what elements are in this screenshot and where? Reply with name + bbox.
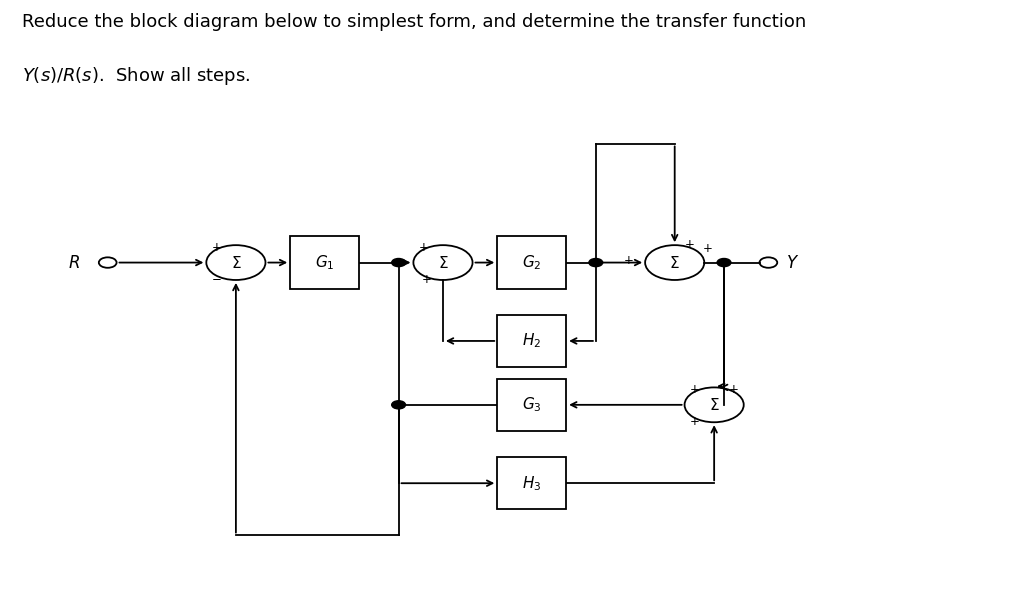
Text: $Y$: $Y$ xyxy=(786,253,799,272)
Circle shape xyxy=(717,259,731,267)
Text: $H_3$: $H_3$ xyxy=(522,474,541,492)
Text: +: + xyxy=(690,415,700,428)
Text: +: + xyxy=(728,383,738,396)
Text: $\Sigma$: $\Sigma$ xyxy=(437,254,448,270)
Text: $\Sigma$: $\Sigma$ xyxy=(709,397,719,413)
Text: +: + xyxy=(212,241,221,254)
Text: +: + xyxy=(422,273,431,286)
FancyBboxPatch shape xyxy=(497,236,567,289)
Text: $Y(s)/R(s)$.  Show all steps.: $Y(s)/R(s)$. Show all steps. xyxy=(22,65,250,87)
Circle shape xyxy=(392,401,405,409)
Text: −: − xyxy=(212,273,221,286)
Text: +: + xyxy=(624,254,634,267)
Circle shape xyxy=(392,259,405,267)
Text: +: + xyxy=(702,242,712,255)
FancyBboxPatch shape xyxy=(290,236,360,289)
Text: +: + xyxy=(690,383,700,396)
Text: $\Sigma$: $\Sigma$ xyxy=(670,254,680,270)
Text: $G_1$: $G_1$ xyxy=(315,253,334,272)
Circle shape xyxy=(589,259,603,267)
Text: $G_3$: $G_3$ xyxy=(522,395,541,414)
Text: +: + xyxy=(685,238,695,251)
FancyBboxPatch shape xyxy=(497,457,567,509)
Text: $R$: $R$ xyxy=(68,253,80,272)
FancyBboxPatch shape xyxy=(497,315,567,367)
Text: $H_2$: $H_2$ xyxy=(522,332,541,350)
Text: $G_2$: $G_2$ xyxy=(522,253,541,272)
FancyBboxPatch shape xyxy=(497,379,567,431)
Text: Reduce the block diagram below to simplest form, and determine the transfer func: Reduce the block diagram below to simple… xyxy=(22,13,806,31)
Text: +: + xyxy=(419,241,428,254)
Text: $\Sigma$: $\Sigma$ xyxy=(230,254,241,270)
